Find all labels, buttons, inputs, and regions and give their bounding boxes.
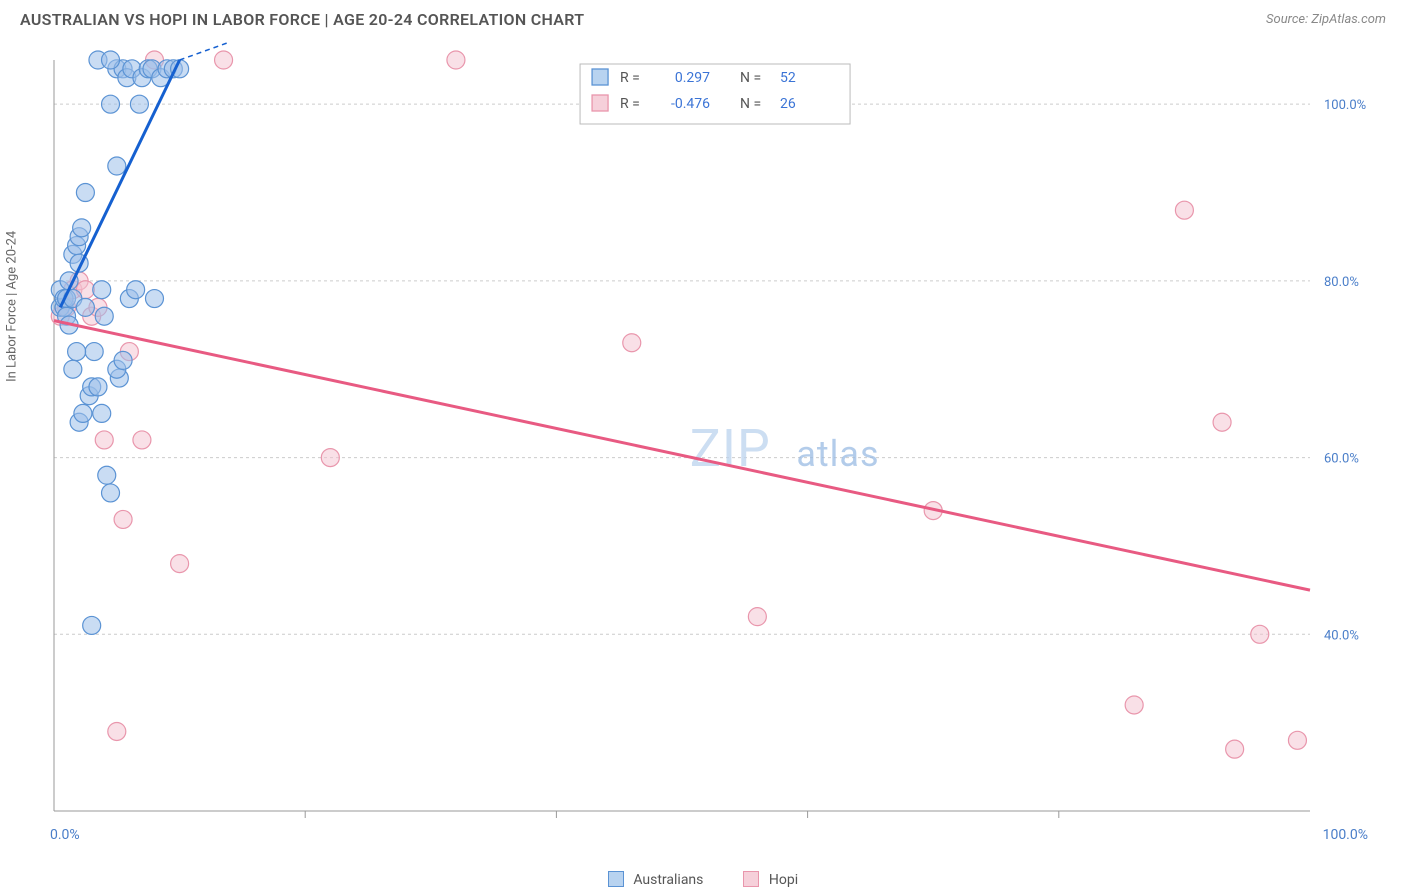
stats-n-value: 52 — [780, 70, 796, 86]
data-point-hopi — [1175, 201, 1193, 219]
chart-title: AUSTRALIAN VS HOPI IN LABOR FORCE | AGE … — [20, 10, 584, 29]
stats-n-label: N = — [740, 96, 761, 112]
data-point-australians — [76, 184, 94, 202]
data-point-australians — [130, 95, 148, 113]
data-point-hopi — [171, 555, 189, 573]
data-point-australians — [102, 95, 120, 113]
data-point-australians — [108, 157, 126, 175]
stats-n-value: 26 — [780, 96, 796, 112]
data-point-australians — [76, 298, 94, 316]
data-point-hopi — [1125, 696, 1143, 714]
data-point-australians — [89, 378, 107, 396]
chart-area: In Labor Force | Age 20-24 40.0%60.0%80.… — [20, 42, 1386, 857]
watermark-sub: atlas — [796, 433, 879, 475]
stats-r-label: R = — [620, 70, 640, 86]
data-point-hopi — [1288, 731, 1306, 749]
data-point-australians — [98, 466, 116, 484]
data-point-hopi — [748, 608, 766, 626]
data-point-australians — [64, 360, 82, 378]
y-tick-label: 80.0% — [1324, 275, 1359, 290]
stats-n-label: N = — [740, 70, 761, 86]
x-axis-max-label: 100.0% — [1323, 827, 1368, 843]
scatter-plot-svg: 40.0% 60.0% 80.0% 100.0% 0.0% 100.0% ZIP atlas R… — [20, 42, 1386, 857]
data-point-australians — [93, 404, 111, 422]
watermark: ZIP — [690, 418, 771, 479]
data-point-hopi — [1226, 740, 1244, 758]
data-point-australians — [83, 616, 101, 634]
y-axis-label: In Labor Force | Age 20-24 — [5, 230, 20, 381]
stats-r-value: 0.297 — [675, 70, 710, 86]
bottom-legend: Australians Hopi — [0, 871, 1406, 888]
data-point-hopi — [114, 510, 132, 528]
legend-item-hopi: Hopi — [743, 871, 798, 888]
data-point-hopi — [623, 334, 641, 352]
data-point-australians — [93, 281, 111, 299]
stats-r-label: R = — [620, 96, 640, 112]
data-point-hopi — [108, 722, 126, 740]
data-point-australians — [114, 351, 132, 369]
data-point-australians — [85, 343, 103, 361]
legend-label-hopi: Hopi — [769, 872, 798, 888]
stats-swatch — [592, 69, 608, 85]
y-tick-label: 40.0% — [1324, 628, 1359, 643]
data-point-hopi — [321, 449, 339, 467]
y-tick-label: 100.0% — [1324, 98, 1366, 113]
legend-swatch-hopi — [743, 871, 759, 887]
trend-line-australians — [60, 60, 179, 307]
legend-label-australians: Australians — [633, 872, 703, 888]
chart-source: Source: ZipAtlas.com — [1266, 12, 1386, 27]
data-point-hopi — [95, 431, 113, 449]
trend-line-hopi — [54, 321, 1310, 590]
stats-swatch — [592, 95, 608, 111]
data-point-australians — [95, 307, 113, 325]
data-point-hopi — [447, 51, 465, 69]
y-tick-label: 60.0% — [1324, 452, 1359, 467]
data-point-australians — [102, 484, 120, 502]
data-point-hopi — [1251, 625, 1269, 643]
legend-swatch-australians — [608, 871, 624, 887]
data-point-australians — [74, 404, 92, 422]
stats-r-value: -0.476 — [671, 96, 710, 112]
data-point-hopi — [215, 51, 233, 69]
data-point-australians — [73, 219, 91, 237]
data-point-australians — [127, 281, 145, 299]
data-point-australians — [68, 343, 86, 361]
chart-header: AUSTRALIAN VS HOPI IN LABOR FORCE | AGE … — [0, 0, 1406, 37]
legend-item-australians: Australians — [608, 871, 704, 888]
data-point-australians — [102, 51, 120, 69]
data-point-hopi — [133, 431, 151, 449]
x-axis-min-label: 0.0% — [50, 827, 80, 843]
data-point-australians — [145, 290, 163, 308]
data-point-hopi — [1213, 413, 1231, 431]
